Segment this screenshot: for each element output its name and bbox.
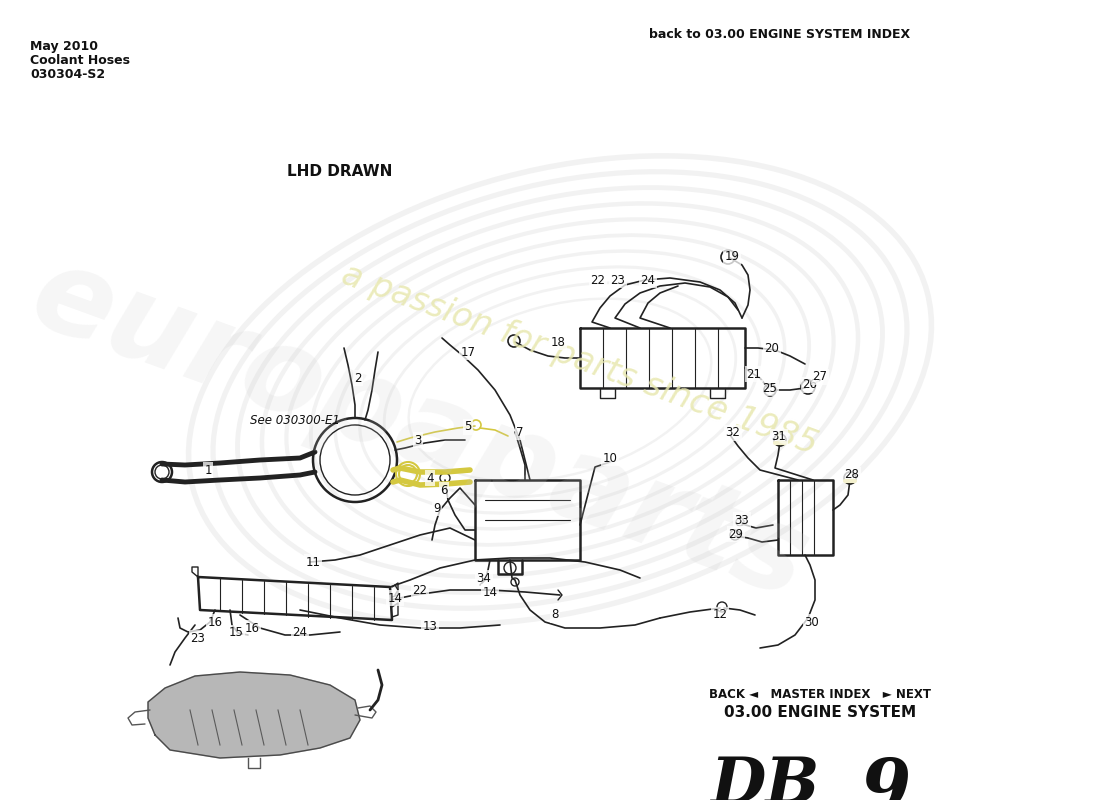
Text: 24: 24 (640, 274, 656, 286)
Text: 6: 6 (440, 483, 448, 497)
Text: 16: 16 (244, 622, 260, 634)
Text: 12: 12 (713, 609, 727, 622)
Text: 4: 4 (427, 471, 433, 485)
Text: See 030300-E1: See 030300-E1 (250, 414, 340, 426)
Text: 22: 22 (412, 583, 428, 597)
Text: 18: 18 (551, 335, 565, 349)
Text: 9: 9 (860, 755, 911, 800)
Text: 31: 31 (771, 430, 786, 443)
Text: May 2010: May 2010 (30, 40, 98, 53)
Text: 28: 28 (845, 469, 859, 482)
Text: 22: 22 (591, 274, 605, 286)
Text: 10: 10 (603, 451, 617, 465)
Text: 21: 21 (747, 367, 761, 381)
Text: 24: 24 (293, 626, 308, 639)
Text: europaparts: europaparts (16, 236, 823, 624)
Text: 2: 2 (354, 371, 362, 385)
Text: LHD DRAWN: LHD DRAWN (287, 165, 393, 179)
Text: 30: 30 (804, 615, 820, 629)
Text: Coolant Hoses: Coolant Hoses (30, 54, 130, 67)
Polygon shape (148, 672, 360, 758)
Text: 26: 26 (803, 378, 817, 391)
Text: 29: 29 (728, 527, 744, 541)
Text: DB: DB (711, 755, 820, 800)
Text: 25: 25 (762, 382, 778, 394)
Text: 5: 5 (464, 421, 472, 434)
Text: 23: 23 (190, 631, 206, 645)
Text: back to 03.00 ENGINE SYSTEM INDEX: back to 03.00 ENGINE SYSTEM INDEX (649, 28, 911, 41)
Text: 20: 20 (764, 342, 780, 354)
Text: 33: 33 (735, 514, 749, 526)
Text: 27: 27 (813, 370, 827, 383)
Text: 14: 14 (387, 591, 403, 605)
Text: 13: 13 (422, 619, 438, 633)
Text: 15: 15 (229, 626, 243, 639)
Text: 32: 32 (726, 426, 740, 439)
Text: 7: 7 (516, 426, 524, 438)
Text: 11: 11 (306, 555, 320, 569)
Text: a passion for parts since 1985: a passion for parts since 1985 (338, 258, 823, 462)
Text: 1: 1 (205, 463, 211, 477)
Text: BACK ◄   MASTER INDEX   ► NEXT: BACK ◄ MASTER INDEX ► NEXT (710, 688, 931, 701)
Text: 03.00 ENGINE SYSTEM: 03.00 ENGINE SYSTEM (724, 705, 916, 720)
Text: 16: 16 (208, 615, 222, 629)
Text: 23: 23 (610, 274, 626, 286)
Text: 8: 8 (551, 609, 559, 622)
Text: 3: 3 (415, 434, 421, 446)
Text: 19: 19 (725, 250, 739, 263)
Text: 14: 14 (483, 586, 497, 598)
Text: 34: 34 (476, 571, 492, 585)
Text: 17: 17 (461, 346, 475, 358)
Text: 030304-S2: 030304-S2 (30, 68, 106, 81)
Text: 9: 9 (433, 502, 441, 514)
